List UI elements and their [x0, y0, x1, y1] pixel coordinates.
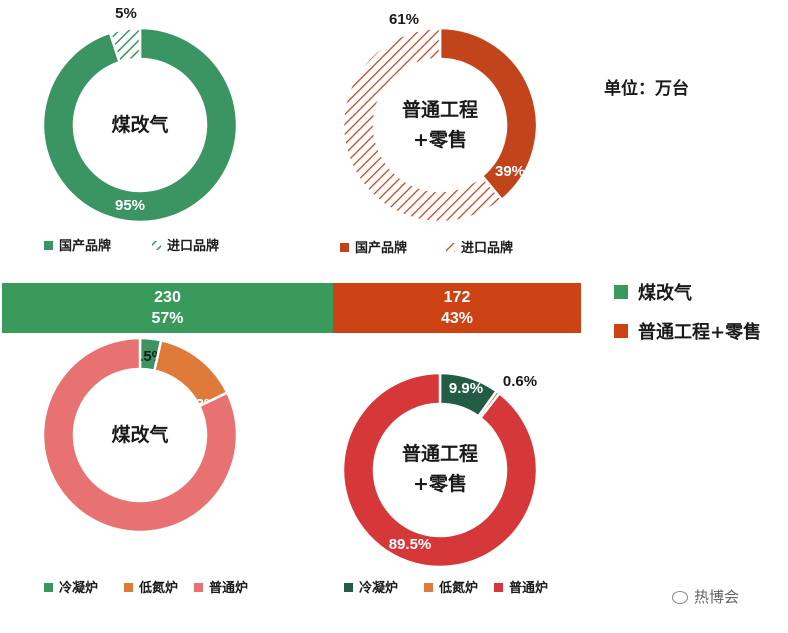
legend-swatch [614, 285, 628, 299]
legend-swatch [344, 583, 353, 592]
legend-swatch [614, 324, 628, 338]
wechat-icon [672, 591, 688, 604]
slice-percent-label: 82.2% [115, 532, 158, 549]
slice-percent-label: 89.5% [389, 536, 432, 553]
legend-label: 进口品牌 [461, 240, 513, 256]
legend-swatch [152, 241, 161, 250]
legend-label: 低氮炉 [438, 580, 478, 596]
slice-percent-label: 0.6% [503, 373, 537, 390]
slice-percent-label: 9.9% [449, 380, 483, 397]
bar-legend-item-general-retail: 普通工程+零售 [614, 318, 761, 344]
bar-legend-item-coal-to-gas: 煤改气 [614, 279, 692, 305]
slice-percent-label: 5% [115, 5, 137, 22]
donut-center-label: 普通工程 [402, 442, 478, 465]
donut-slice-3 [341, 371, 539, 569]
bar-value-label: 172 [443, 289, 471, 306]
legend-label: 煤改气 [638, 283, 692, 304]
unit-label: 单位：万台 [604, 79, 689, 99]
legend-label: 低氮炉 [138, 580, 178, 596]
bar-segment-general-retail: 172 43% [333, 283, 581, 333]
donut-center-label: 普通工程 [402, 98, 478, 121]
legend-label: 冷凝炉 [359, 580, 398, 596]
donut-center-label: +零售 [413, 472, 467, 495]
legend-label: 国产品牌 [59, 238, 111, 254]
legend-swatch [44, 583, 53, 592]
donut-slice-3 [41, 336, 239, 534]
legend-label: 国产品牌 [355, 240, 407, 256]
donut-slice-2 [341, 26, 504, 224]
watermark: 热博会 [672, 586, 739, 607]
donut-slice-1 [41, 26, 239, 224]
legend-label: 普通炉 [209, 580, 248, 596]
donut-slice-2 [108, 26, 142, 64]
donut-slice-1 [438, 26, 539, 202]
legend-swatch [340, 243, 349, 252]
donut-center-label: +零售 [413, 128, 467, 151]
bar-value-label: 230 [154, 289, 181, 306]
bar-segment-coal-to-gas: 230 57% [2, 283, 333, 333]
legend-label: 普通炉 [509, 580, 548, 596]
watermark-text: 热博会 [694, 588, 740, 606]
donut-center-label: 煤改气 [111, 423, 168, 446]
legend-swatch [446, 243, 455, 252]
legend-swatch [124, 583, 133, 592]
bar-percent-label: 43% [440, 310, 474, 327]
legend-swatch [424, 583, 433, 592]
legend-swatch [494, 583, 503, 592]
slice-percent-label: 39% [495, 163, 525, 180]
legend-swatch [44, 241, 53, 250]
legend-label: 普通工程+零售 [638, 322, 762, 343]
legend-swatch [194, 583, 203, 592]
legend-label: 冷凝炉 [59, 580, 98, 596]
donut-center-label: 煤改气 [111, 113, 168, 136]
legend-label: 进口品牌 [167, 238, 219, 254]
bar-percent-label: 57% [151, 310, 184, 327]
slice-percent-label: 95% [115, 197, 145, 214]
slice-percent-label: 61% [389, 11, 419, 28]
